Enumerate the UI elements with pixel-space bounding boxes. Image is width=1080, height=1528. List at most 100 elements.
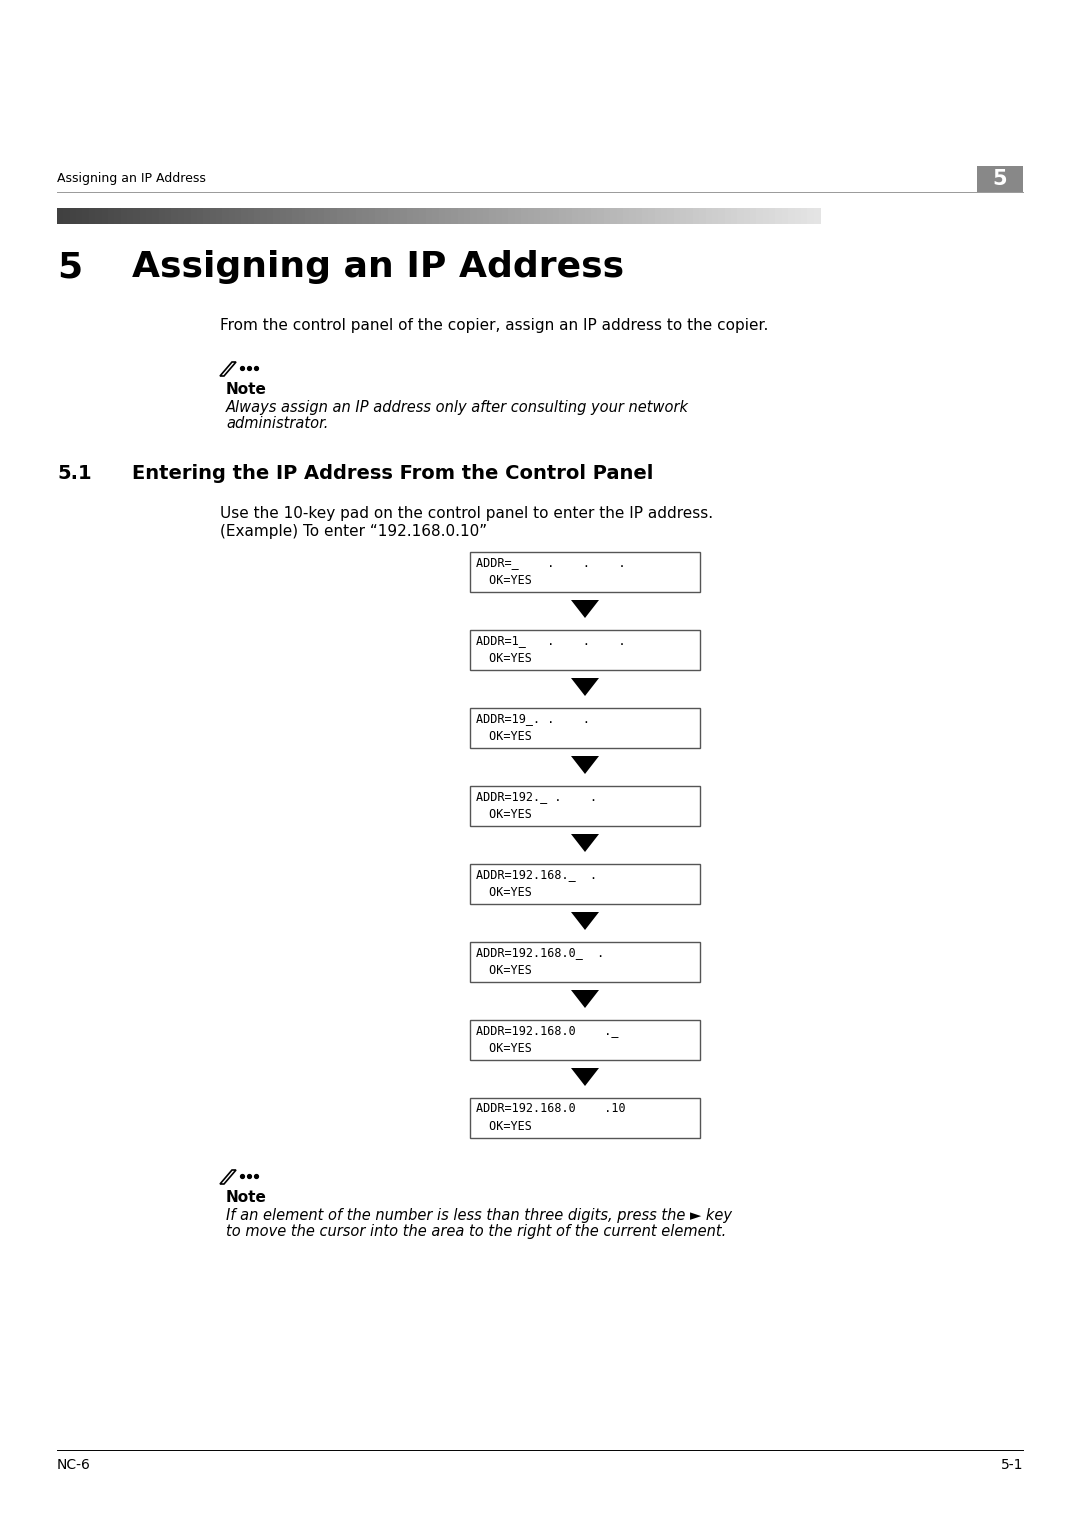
Bar [152,208,160,225]
Bar [597,208,605,225]
Bar [362,208,369,225]
Text: OK=YES: OK=YES [482,964,531,976]
Bar [235,208,242,225]
Bar [782,208,789,225]
Polygon shape [571,912,599,931]
Polygon shape [571,678,599,695]
Bar [419,208,427,225]
Bar [483,208,490,225]
Bar [553,208,561,225]
Bar [731,208,739,225]
Bar [540,208,548,225]
Bar [744,208,751,225]
Text: ADDR=1_   .    .    .: ADDR=1_ . . . [476,634,625,646]
Bar [432,208,440,225]
Text: OK=YES: OK=YES [482,1042,531,1054]
Bar [318,208,325,225]
Bar [324,208,332,225]
Text: (Example) To enter “192.168.0.10”: (Example) To enter “192.168.0.10” [220,524,487,539]
Bar [527,208,535,225]
Bar [210,208,217,225]
Bar [197,208,204,225]
Polygon shape [571,1068,599,1086]
Bar [572,208,579,225]
Bar [610,208,618,225]
Bar [286,208,294,225]
Bar [470,630,700,669]
Bar [139,208,147,225]
Text: ADDR=192.168.0_  .: ADDR=192.168.0_ . [476,946,604,960]
Bar [64,208,70,225]
Bar [680,208,688,225]
Bar [426,208,433,225]
Bar [801,208,808,225]
Bar [350,208,356,225]
Bar [795,208,802,225]
Bar [293,208,299,225]
Bar [70,208,77,225]
Bar [172,208,179,225]
Bar [712,208,719,225]
Bar [977,167,1023,193]
Text: 5-1: 5-1 [1000,1458,1023,1471]
Bar [661,208,669,225]
Bar [159,208,166,225]
Bar [413,208,420,225]
Bar [470,785,700,827]
Bar [515,208,522,225]
Bar [667,208,675,225]
Bar [756,208,764,225]
Text: Assigning an IP Address: Assigning an IP Address [132,251,624,284]
Bar [496,208,503,225]
Text: ADDR=192.168._  .: ADDR=192.168._ . [476,868,597,882]
Polygon shape [571,601,599,617]
Bar [305,208,312,225]
Text: to move the cursor into the area to the right of the current element.: to move the cursor into the area to the … [226,1224,726,1239]
Bar [203,208,211,225]
Bar [229,208,237,225]
Bar [458,208,464,225]
Bar [114,208,122,225]
Bar [591,208,598,225]
Bar [273,208,281,225]
Bar [146,208,153,225]
Bar [311,208,319,225]
Bar [788,208,796,225]
Bar [82,208,90,225]
Bar [451,208,459,225]
Text: Assigning an IP Address: Assigning an IP Address [57,173,206,185]
Text: OK=YES: OK=YES [482,808,531,821]
Bar [438,208,446,225]
Bar [470,863,700,905]
Bar [254,208,261,225]
Bar [674,208,681,225]
Bar [687,208,693,225]
Bar [95,208,103,225]
Text: From the control panel of the copier, assign an IP address to the copier.: From the control panel of the copier, as… [220,318,768,333]
Bar [470,208,477,225]
Bar [381,208,389,225]
Bar [445,208,453,225]
Bar [216,208,224,225]
Polygon shape [571,756,599,775]
Text: OK=YES: OK=YES [482,886,531,898]
Text: 5: 5 [57,251,82,284]
Bar [267,208,274,225]
Bar [185,208,191,225]
Text: ADDR=19_. .    .: ADDR=19_. . . [476,712,590,724]
Bar [534,208,541,225]
Bar [108,208,116,225]
Bar [470,552,700,591]
Bar [489,208,497,225]
Text: Entering the IP Address From the Control Panel: Entering the IP Address From the Control… [132,465,653,483]
Text: If an element of the number is less than three digits, press the ► key: If an element of the number is less than… [226,1209,732,1222]
Text: administrator.: administrator. [226,416,328,431]
Bar [654,208,662,225]
Bar [566,208,573,225]
Bar [394,208,402,225]
Bar [648,208,656,225]
Bar [375,208,382,225]
Bar [762,208,770,225]
Text: 5: 5 [993,170,1008,189]
Text: OK=YES: OK=YES [482,1120,531,1132]
